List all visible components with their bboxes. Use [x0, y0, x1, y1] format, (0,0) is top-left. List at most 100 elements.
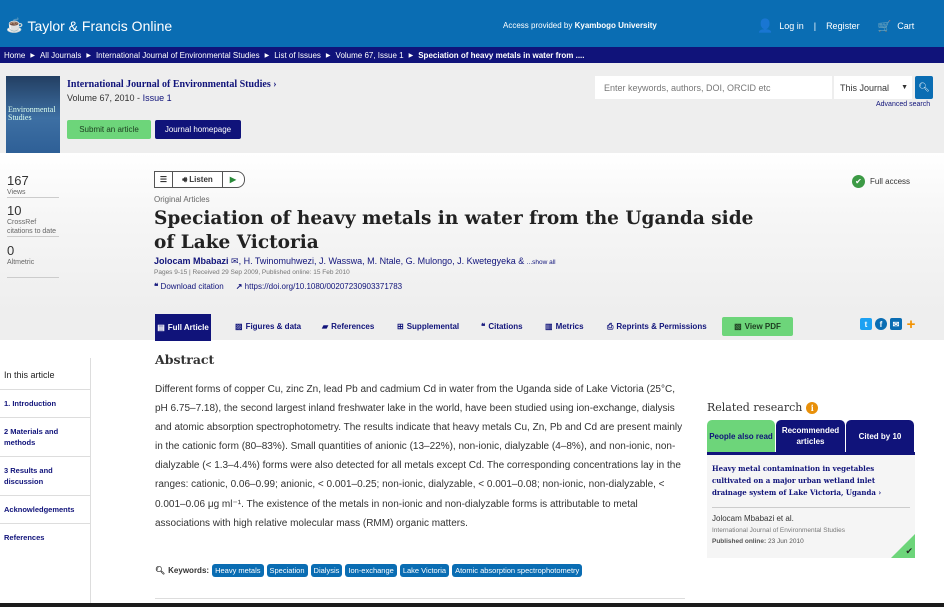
related-article-card: Heavy metal contamination in vegetables …: [707, 452, 915, 558]
tab-reprints[interactable]: ⎙ Reprints & Permissions: [607, 321, 707, 332]
issue-link[interactable]: Issue 1: [142, 93, 172, 103]
register-link[interactable]: Register: [826, 21, 860, 31]
email-icon[interactable]: ✉: [231, 256, 239, 266]
journal-title[interactable]: International Journal of Environmental S…: [67, 79, 277, 90]
tab-full-article[interactable]: ▤ Full Article: [155, 314, 211, 341]
tab-supplemental[interactable]: ⊞ Supplemental: [397, 322, 460, 331]
check-icon: ✔: [852, 175, 865, 188]
breadcrumb-issues[interactable]: List of Issues: [274, 50, 321, 60]
tab-recommended-articles[interactable]: Recommended articles: [776, 420, 845, 452]
email-share-icon[interactable]: ✉: [890, 318, 902, 330]
download-citation-link[interactable]: ❝ Download citation: [154, 282, 224, 291]
article-dates: Pages 9-15 | Received 29 Sep 2009, Publi…: [154, 269, 350, 276]
pdf-icon: ▧: [734, 322, 742, 331]
keyword-tag[interactable]: Lake Victoria: [399, 564, 450, 577]
tab-figures[interactable]: ▨ Figures & data: [235, 322, 302, 331]
keyword-tag[interactable]: Speciation: [266, 564, 308, 577]
login-link[interactable]: Log in: [779, 21, 804, 31]
toc-item[interactable]: Acknowledgements: [0, 495, 90, 523]
share-buttons: t f ✉ +: [860, 315, 917, 333]
facebook-icon[interactable]: f: [875, 318, 887, 330]
check-icon: ✔: [905, 546, 913, 556]
author-list: Jolocam Mbabazi ✉, H. Twinomuhwezi, J. W…: [154, 256, 556, 266]
view-pdf-button[interactable]: ▧ View PDF: [722, 317, 793, 336]
toc-item[interactable]: 1. Introduction: [0, 389, 90, 417]
abstract-text: Different forms of copper Cu, zinc Zn, l…: [155, 384, 683, 529]
breadcrumb-home[interactable]: Home: [4, 50, 26, 60]
speaker-icon: 🔊︎: [182, 174, 188, 184]
search-input[interactable]: Enter keywords, authors, DOI, ORCID etc: [595, 76, 832, 99]
info-icon[interactable]: i: [806, 401, 819, 414]
more-share-icon[interactable]: +: [906, 315, 916, 333]
bar-chart-icon: ▥: [545, 322, 553, 331]
top-header: ☕ Taylor & Francis Online Access provided…: [0, 0, 944, 47]
keyword-tag[interactable]: Heavy metals: [212, 564, 264, 577]
tab-citations[interactable]: ❝ Citations: [481, 322, 523, 331]
metric-altmetric[interactable]: 0 Altmetric: [7, 243, 59, 278]
keyword-tag[interactable]: Dialysis: [310, 564, 343, 577]
tab-references[interactable]: ▰ References: [322, 322, 375, 331]
menu-icon[interactable]: ☰: [155, 172, 173, 187]
breadcrumb: Home ▶ All Journals ▶ International Journa…: [0, 47, 944, 63]
listen-button[interactable]: 🔊︎ Listen: [173, 172, 223, 187]
breadcrumb-journal[interactable]: International Journal of Environmental S…: [95, 50, 260, 60]
search-button[interactable]: 🔍︎: [915, 76, 933, 99]
bottom-bar: [0, 603, 944, 607]
breadcrumb-volume[interactable]: Volume 67, Issue 1: [335, 50, 404, 60]
search-scope-select[interactable]: This Journal ▼: [834, 76, 912, 99]
twitter-icon[interactable]: t: [860, 318, 872, 330]
cart-icon[interactable]: 🛒: [877, 20, 892, 33]
article-tabs: ▤ Full Article ▨ Figures & data ▰ Reference…: [0, 313, 944, 341]
advanced-search-link[interactable]: Advanced search: [876, 101, 931, 108]
read-corner: [891, 534, 915, 558]
journal-homepage-button[interactable]: Journal homepage: [155, 120, 241, 139]
brand-logo[interactable]: ☕ Taylor & Francis Online: [6, 17, 173, 34]
tab-people-also-read[interactable]: People also read: [707, 420, 775, 452]
abstract-heading: Abstract: [155, 352, 215, 367]
author-link[interactable]: Jolocam Mbabazi: [154, 256, 229, 266]
metric-views: 167 Views: [7, 173, 59, 198]
journal-volume: Volume 67, 2010 - Issue 1: [67, 93, 172, 103]
submit-article-button[interactable]: Submit an article: [67, 120, 151, 139]
metric-crossref[interactable]: 10 CrossRef citations to date: [7, 203, 59, 237]
citation-links: ❝ Download citation ↗ https://doi.org/10…: [154, 282, 402, 291]
toc-heading: In this article: [4, 370, 55, 380]
print-icon: ⎙: [607, 321, 614, 331]
keyword-tag[interactable]: Atomic absorption spectrophotometry: [452, 564, 583, 577]
related-article-authors: Jolocam Mbabazi et al.: [712, 514, 794, 523]
document-icon: ▤: [157, 323, 165, 332]
play-icon[interactable]: ▶: [229, 175, 237, 184]
tab-metrics[interactable]: ▥ Metrics: [545, 322, 584, 331]
breadcrumb-current: Speciation of heavy metals in water from…: [418, 50, 585, 60]
toc-item[interactable]: 3 Results and discussion: [0, 456, 90, 495]
article-title: Speciation of heavy metals in water from…: [154, 208, 754, 253]
tab-cited-by[interactable]: Cited by 10: [846, 420, 914, 452]
full-access-badge: ✔ Full access: [852, 175, 910, 188]
user-icon: 👤: [757, 18, 774, 33]
journal-cover[interactable]: Environmental Studies: [6, 76, 60, 161]
book-icon: ▰: [322, 322, 329, 331]
quote-icon: ❝: [154, 282, 159, 291]
journal-band: Environmental Studies International Jour…: [0, 63, 944, 161]
account-links: 👤 Log in | Register 🛒 Cart: [757, 18, 915, 33]
plus-square-icon: ⊞: [397, 322, 404, 331]
article-type: Original Articles: [154, 195, 210, 204]
related-article-title[interactable]: Heavy metal contamination in vegetables …: [712, 463, 910, 508]
related-article-date: Published online: 23 Jun 2010: [712, 538, 804, 545]
toc-item[interactable]: References: [0, 523, 90, 551]
doi-link[interactable]: ↗ https://doi.org/10.1080/00207230903371…: [235, 282, 403, 291]
show-all-link[interactable]: ...show all: [526, 259, 556, 266]
keyword-tag[interactable]: Ion-exchange: [345, 564, 397, 577]
breadcrumb-all-journals[interactable]: All Journals: [39, 50, 82, 60]
toc-item[interactable]: 2 Materials and methods: [0, 417, 90, 456]
cart-link[interactable]: Cart: [897, 21, 915, 31]
related-article-journal: International Journal of Environmental S…: [712, 527, 845, 534]
divider: [155, 598, 685, 599]
keywords: 🔍︎ Keywords: Heavy metals Speciation Dial…: [155, 564, 583, 577]
image-icon: ▨: [235, 322, 243, 331]
listen-player[interactable]: ☰ 🔊︎ Listen ▶: [154, 171, 245, 188]
chevron-down-icon: ▼: [901, 84, 908, 91]
quote-icon: ❝: [481, 322, 486, 331]
table-of-contents: In this article 1. Introduction 2 Materi…: [0, 358, 91, 603]
